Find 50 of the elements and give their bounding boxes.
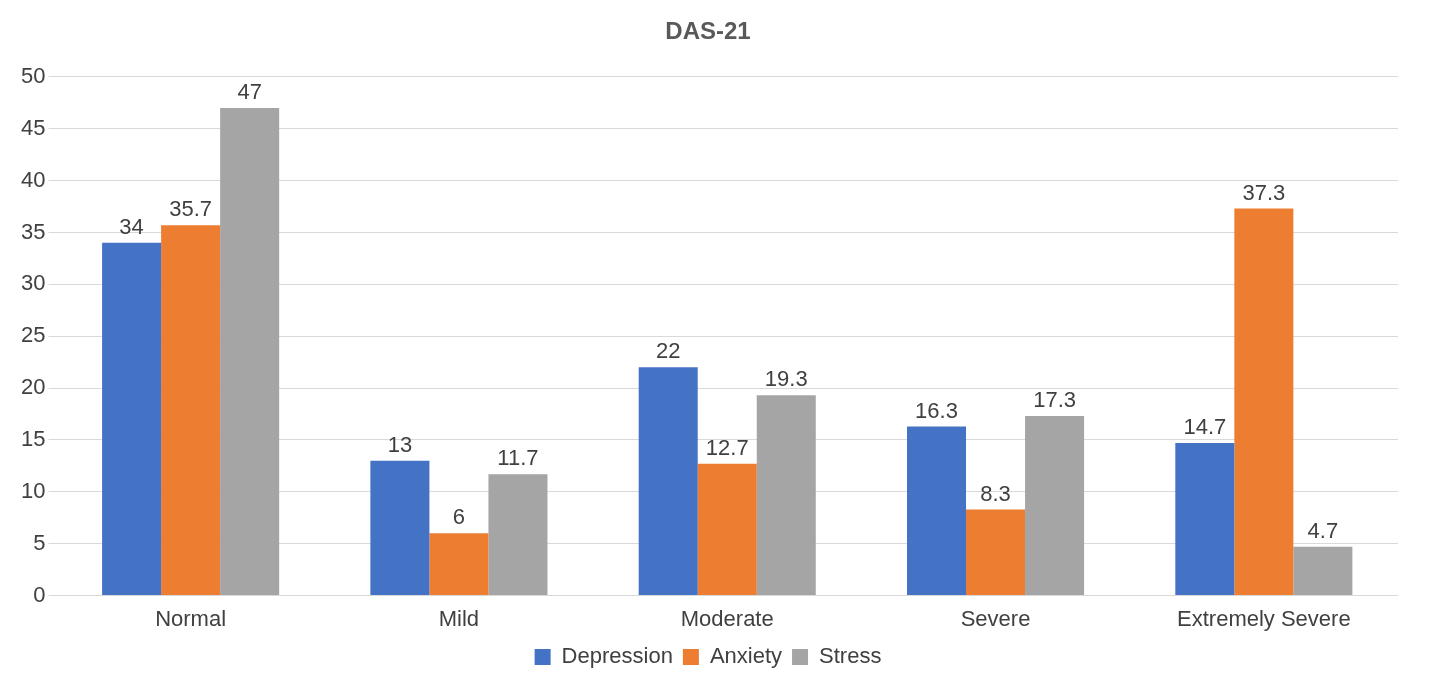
bar	[1025, 416, 1085, 596]
y-tick-label: 45	[20, 114, 46, 140]
bar	[907, 426, 967, 596]
y-tick-label: 5	[33, 529, 46, 555]
data-label: 19.3	[764, 366, 808, 392]
x-tick-label: Normal	[155, 605, 227, 631]
y-tick-label: 25	[20, 322, 46, 348]
data-label: 16.3	[915, 397, 958, 423]
bar	[161, 225, 221, 596]
data-label: 47	[237, 78, 262, 104]
bar	[1293, 546, 1353, 596]
y-tick-label: 40	[20, 166, 46, 192]
chart-title: DAS-21	[665, 17, 751, 45]
data-label: 8.3	[980, 480, 1011, 506]
x-tick-label: Moderate	[680, 605, 774, 631]
bar	[966, 509, 1026, 596]
bar	[102, 242, 162, 596]
y-tick-label: 20	[20, 374, 46, 400]
x-tick-label: Mild	[438, 605, 480, 631]
data-label: 22	[655, 338, 681, 364]
data-label: 35.7	[169, 196, 213, 222]
data-label: 4.7	[1307, 517, 1339, 543]
y-tick-label: 50	[20, 62, 46, 88]
bar	[220, 107, 280, 596]
legend-label: Anxiety	[709, 643, 783, 669]
y-tick-label: 30	[20, 270, 46, 296]
data-label: 37.3	[1242, 179, 1286, 205]
data-label: 6	[452, 504, 466, 530]
bar	[370, 460, 430, 596]
bar	[1234, 208, 1294, 596]
data-label: 11.7	[497, 445, 539, 471]
bar	[638, 367, 698, 596]
legend-label: Depression	[561, 643, 673, 669]
y-tick-label: 15	[20, 426, 46, 452]
data-label: 17.3	[1033, 387, 1076, 413]
bar	[756, 395, 816, 596]
bar	[697, 463, 757, 596]
x-tick-label: Extremely Severe	[1177, 605, 1351, 631]
x-tick-label: Severe	[960, 605, 1031, 631]
bar	[1175, 443, 1235, 596]
data-label: 13	[387, 431, 413, 457]
y-tick-label: 10	[20, 477, 46, 503]
bar	[488, 474, 548, 596]
y-tick-label: 35	[20, 218, 46, 244]
bar	[429, 533, 489, 596]
y-tick-label: 0	[33, 581, 46, 607]
legend-label: Stress	[819, 643, 882, 669]
data-label: 14.7	[1183, 414, 1227, 440]
data-label: 34	[119, 213, 144, 239]
data-label: 12.7	[705, 434, 749, 460]
